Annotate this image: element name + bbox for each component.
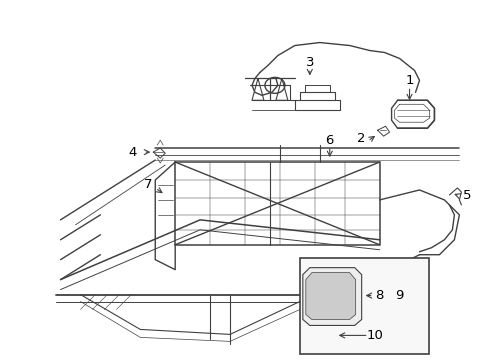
- Text: 2: 2: [357, 132, 365, 145]
- Polygon shape: [305, 273, 355, 319]
- Text: 5: 5: [462, 189, 470, 202]
- Text: 6: 6: [325, 134, 333, 147]
- Bar: [299, 258, 428, 354]
- Text: 8: 8: [375, 289, 383, 302]
- Polygon shape: [302, 268, 361, 325]
- Text: 3: 3: [305, 56, 313, 69]
- Text: 7: 7: [144, 179, 152, 192]
- Text: 9: 9: [395, 289, 403, 302]
- Text: 4: 4: [128, 145, 136, 159]
- Text: 1: 1: [405, 74, 413, 87]
- Text: 10: 10: [366, 329, 382, 342]
